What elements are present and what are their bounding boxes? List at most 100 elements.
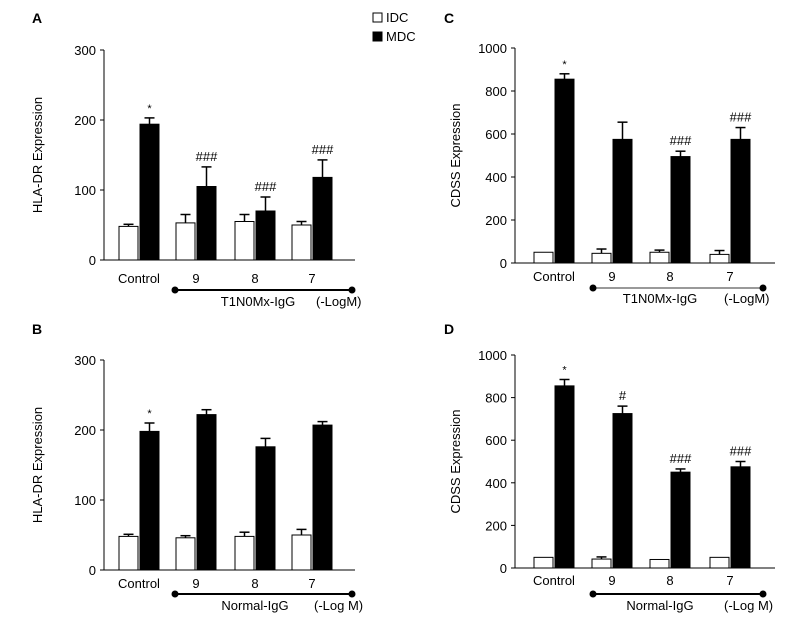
bar-mdc	[612, 413, 633, 569]
unit-label: (-LogM)	[316, 294, 362, 309]
bar-mdc	[312, 176, 333, 261]
group-bracket-dot-left	[589, 590, 597, 598]
legend-label-mdc: MDC	[386, 29, 416, 44]
significance-label: ###	[670, 451, 692, 466]
bar-mdc	[554, 78, 575, 264]
group-bracket-dot-left	[171, 286, 179, 294]
x-tick-label: 7	[308, 576, 315, 591]
group-bracket-dot-right	[348, 286, 356, 294]
significance-label: ###	[670, 133, 692, 148]
legend-swatch-idc	[372, 12, 383, 23]
significance-label: ###	[730, 444, 752, 459]
significance-label: #	[619, 388, 627, 403]
bar-idc	[175, 537, 196, 571]
chart-panel-a: A 0 100 200 300 HLA-DR Expression Control 9 8 7 * #…	[30, 10, 362, 309]
bar-idc	[591, 252, 612, 264]
bar-mdc	[612, 138, 633, 264]
y-tick-label: 400	[485, 476, 507, 491]
unit-label: (-Log M)	[724, 598, 773, 613]
bar-mdc	[255, 210, 276, 261]
y-tick-label: 400	[485, 170, 507, 185]
bar-mdc	[139, 430, 160, 571]
bar-mdc	[196, 186, 217, 261]
bar-idc	[649, 558, 670, 569]
x-tick-label: 9	[608, 269, 615, 284]
y-tick-label: 300	[74, 353, 96, 368]
legend: IDC MDC	[372, 10, 416, 44]
chart-panel-b: B 0 100 200 300 HLA-DR Expression Control 9 8 7 * N…	[30, 321, 363, 613]
bar-idc	[291, 534, 312, 571]
bar-idc	[118, 225, 139, 261]
panel-letter: B	[32, 321, 42, 337]
legend-label-idc: IDC	[386, 10, 408, 25]
x-tick-label: 7	[308, 271, 315, 286]
y-tick-label: 800	[485, 391, 507, 406]
x-tick-label: 8	[666, 269, 673, 284]
y-tick-label: 800	[485, 84, 507, 99]
y-tick-label: 100	[74, 183, 96, 198]
group-bracket-dot-right	[348, 590, 356, 598]
y-axis-label: CDSS Expression	[448, 409, 463, 513]
bar-idc	[649, 251, 670, 264]
bar-mdc	[255, 446, 276, 571]
y-tick-label: 0	[500, 256, 507, 271]
y-tick-label: 600	[485, 127, 507, 142]
bar-idc	[533, 556, 554, 569]
significance-label: *	[147, 103, 152, 115]
bar-idc	[234, 221, 255, 261]
bar-idc	[709, 556, 730, 569]
significance-label: ###	[255, 179, 277, 194]
y-tick-label: 100	[74, 493, 96, 508]
group-bracket-dot-right	[759, 284, 767, 292]
panel-letter: C	[444, 10, 454, 26]
bar-idc	[118, 535, 139, 571]
y-tick-label: 600	[485, 433, 507, 448]
y-tick-label: 300	[74, 43, 96, 58]
significance-label: *	[562, 59, 567, 71]
y-axis-label: HLA-DR Expression	[30, 97, 45, 213]
x-tick-label: 8	[251, 576, 258, 591]
group-label: Normal-IgG	[626, 598, 693, 613]
x-tick-label: 7	[726, 573, 733, 588]
y-tick-label: 1000	[478, 348, 507, 363]
y-tick-label: 1000	[478, 41, 507, 56]
bar-idc	[175, 222, 196, 261]
y-tick-label: 0	[500, 561, 507, 576]
bar-idc	[533, 251, 554, 264]
chart-panel-d: D 0 200 400 600 800 1000 CDSS Expression Control…	[444, 321, 775, 613]
group-bracket-dot-right	[759, 590, 767, 598]
unit-label: (-Log M)	[314, 598, 363, 613]
group-label: Normal-IgG	[221, 598, 288, 613]
panel-letter: D	[444, 321, 454, 337]
bar-idc	[591, 558, 612, 569]
significance-label: ###	[730, 110, 752, 125]
unit-label: (-LogM)	[724, 291, 770, 306]
bar-mdc	[196, 414, 217, 571]
legend-swatch-mdc	[372, 31, 383, 42]
y-axis-label: CDSS Expression	[448, 103, 463, 207]
significance-label: ###	[196, 149, 218, 164]
x-tick-label: Control	[118, 271, 160, 286]
y-tick-label: 0	[89, 563, 96, 578]
group-label: T1N0Mx-IgG	[623, 291, 697, 306]
x-tick-label: 9	[192, 271, 199, 286]
x-tick-label: 8	[666, 573, 673, 588]
bar-idc	[709, 253, 730, 264]
x-tick-label: 9	[608, 573, 615, 588]
x-tick-label: 9	[192, 576, 199, 591]
bar-mdc	[730, 466, 751, 569]
y-tick-label: 200	[485, 213, 507, 228]
y-tick-label: 200	[74, 423, 96, 438]
chart-panel-c: C 0 200 400 600 800 1000 CDSS Expression Control…	[444, 10, 775, 306]
bar-mdc	[139, 123, 160, 261]
bar-mdc	[670, 471, 691, 569]
x-tick-label: Control	[118, 576, 160, 591]
significance-label: ###	[312, 142, 334, 157]
significance-label: *	[147, 408, 152, 420]
y-tick-label: 0	[89, 253, 96, 268]
x-tick-label: 8	[251, 271, 258, 286]
bar-mdc	[730, 138, 751, 264]
y-tick-label: 200	[74, 113, 96, 128]
group-label: T1N0Mx-IgG	[221, 294, 295, 309]
